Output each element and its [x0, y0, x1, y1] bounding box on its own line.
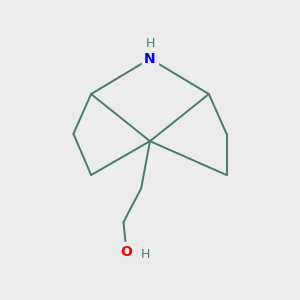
Bar — [142, 53, 158, 64]
Text: H: H — [141, 248, 150, 261]
Text: N: N — [144, 52, 156, 66]
Text: O: O — [121, 244, 132, 259]
Bar — [118, 246, 134, 257]
Text: H: H — [145, 38, 155, 50]
